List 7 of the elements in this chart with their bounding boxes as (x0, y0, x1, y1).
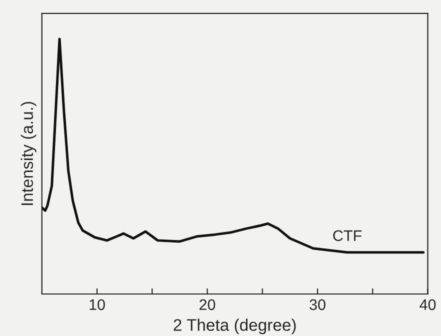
x-tick-label: 20 (200, 299, 216, 310)
x-tick-label: 40 (420, 299, 436, 310)
x-tick-label: 30 (310, 299, 326, 310)
series-label: CTF (333, 230, 362, 242)
x-tick-label: 10 (90, 299, 105, 310)
y-axis-title: Intensity (a.u.) (20, 102, 36, 205)
x-axis-title: 2 Theta (degree) (174, 318, 296, 334)
